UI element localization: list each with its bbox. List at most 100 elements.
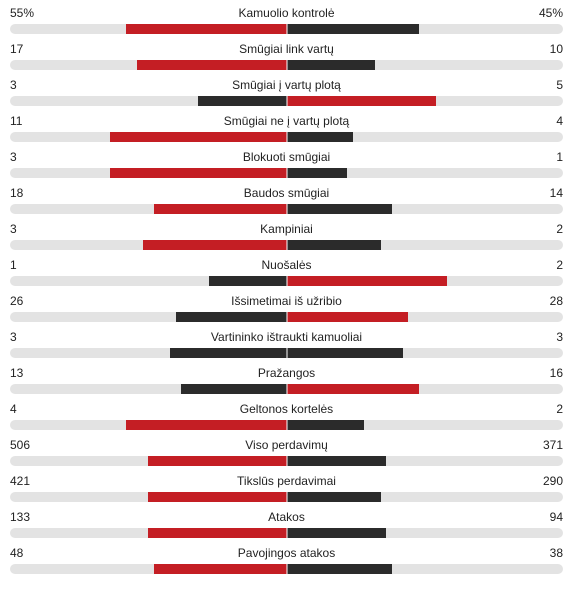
stat-bar-left xyxy=(148,492,286,502)
stat-bar-right xyxy=(287,456,387,466)
stat-bar-divider xyxy=(286,240,287,250)
stat-label: Pavojingos atakos xyxy=(10,546,563,560)
stat-bar-track xyxy=(10,240,563,250)
stat-bar-track xyxy=(10,204,563,214)
stat-label: Atakos xyxy=(10,510,563,524)
stat-row: 506Viso perdavimų371 xyxy=(10,438,563,466)
stat-bar-track xyxy=(10,96,563,106)
stat-bar-divider xyxy=(286,528,287,538)
stat-label: Smūgiai į vartų plotą xyxy=(10,78,563,92)
stat-bar-track xyxy=(10,276,563,286)
stat-bar-divider xyxy=(286,564,287,574)
stat-bar-right xyxy=(287,132,353,142)
stat-header: 1Nuošalės2 xyxy=(10,258,563,274)
stat-label: Tikslūs perdavimai xyxy=(10,474,563,488)
stat-bar-left xyxy=(198,96,286,106)
stat-header: 421Tikslūs perdavimai290 xyxy=(10,474,563,490)
stat-header: 3Kampiniai2 xyxy=(10,222,563,238)
stat-row: 1Nuošalės2 xyxy=(10,258,563,286)
stat-right-value: 3 xyxy=(556,330,563,344)
stat-label: Baudos smūgiai xyxy=(10,186,563,200)
stat-bar-track xyxy=(10,348,563,358)
stat-bar-divider xyxy=(286,276,287,286)
stat-bar-divider xyxy=(286,204,287,214)
stat-header: 506Viso perdavimų371 xyxy=(10,438,563,454)
stat-right-value: 94 xyxy=(550,510,563,524)
stat-row: 11Smūgiai ne į vartų plotą4 xyxy=(10,114,563,142)
stat-row: 26Išsimetimai iš užribio28 xyxy=(10,294,563,322)
stat-bar-divider xyxy=(286,492,287,502)
stat-header: 133Atakos94 xyxy=(10,510,563,526)
stat-bar-left xyxy=(148,528,286,538)
stat-label: Nuošalės xyxy=(10,258,563,272)
stat-label: Išsimetimai iš užribio xyxy=(10,294,563,308)
stat-bar-left xyxy=(137,60,286,70)
stat-bar-left xyxy=(110,168,287,178)
stat-bar-track xyxy=(10,528,563,538)
stat-bar-track xyxy=(10,24,563,34)
stat-header: 3Vartininko ištraukti kamuoliai3 xyxy=(10,330,563,346)
stat-label: Viso perdavimų xyxy=(10,438,563,452)
stat-bar-divider xyxy=(286,132,287,142)
stat-bar-divider xyxy=(286,312,287,322)
stat-row: 48Pavojingos atakos38 xyxy=(10,546,563,574)
stat-bar-track xyxy=(10,564,563,574)
stat-bar-right xyxy=(287,528,387,538)
stat-row: 55%Kamuolio kontrolė45% xyxy=(10,6,563,34)
stat-right-value: 290 xyxy=(543,474,563,488)
stat-bar-right xyxy=(287,312,409,322)
stat-bar-left xyxy=(143,240,287,250)
stat-label: Smūgiai link vartų xyxy=(10,42,563,56)
stat-bar-track xyxy=(10,420,563,430)
stat-label: Pražangos xyxy=(10,366,563,380)
stat-label: Kamuolio kontrolė xyxy=(10,6,563,20)
stat-label: Kampiniai xyxy=(10,222,563,236)
stat-bar-left xyxy=(126,420,286,430)
stat-bar-track xyxy=(10,312,563,322)
stat-row: 133Atakos94 xyxy=(10,510,563,538)
stat-bar-track xyxy=(10,168,563,178)
stat-bar-right xyxy=(287,24,420,34)
stat-header: 13Pražangos16 xyxy=(10,366,563,382)
stat-right-value: 1 xyxy=(556,150,563,164)
stat-bar-track xyxy=(10,384,563,394)
stat-bar-left xyxy=(126,24,286,34)
stat-header: 55%Kamuolio kontrolė45% xyxy=(10,6,563,22)
stat-header: 26Išsimetimai iš užribio28 xyxy=(10,294,563,310)
stat-bar-right xyxy=(287,168,348,178)
stat-bar-right xyxy=(287,348,403,358)
stat-row: 3Smūgiai į vartų plotą5 xyxy=(10,78,563,106)
stat-bar-left xyxy=(154,564,287,574)
stat-bar-left xyxy=(176,312,287,322)
stat-bar-right xyxy=(287,420,364,430)
stat-bar-divider xyxy=(286,456,287,466)
stat-bar-divider xyxy=(286,60,287,70)
stat-right-value: 10 xyxy=(550,42,563,56)
stat-right-value: 38 xyxy=(550,546,563,560)
stat-bar-track xyxy=(10,60,563,70)
stat-bar-track xyxy=(10,492,563,502)
stat-right-value: 2 xyxy=(556,222,563,236)
stat-bar-left xyxy=(110,132,287,142)
stat-right-value: 45% xyxy=(539,6,563,20)
stat-header: 11Smūgiai ne į vartų plotą4 xyxy=(10,114,563,130)
stat-bar-right xyxy=(287,564,392,574)
stat-row: 4Geltonos kortelės2 xyxy=(10,402,563,430)
stat-bar-right xyxy=(287,96,436,106)
stat-bar-divider xyxy=(286,384,287,394)
stat-row: 17Smūgiai link vartų10 xyxy=(10,42,563,70)
stat-header: 4Geltonos kortelės2 xyxy=(10,402,563,418)
match-stats: 55%Kamuolio kontrolė45% 17Smūgiai link va… xyxy=(10,6,563,574)
stat-bar-track xyxy=(10,132,563,142)
stat-bar-left xyxy=(209,276,286,286)
stat-header: 17Smūgiai link vartų10 xyxy=(10,42,563,58)
stat-bar-track xyxy=(10,456,563,466)
stat-label: Vartininko ištraukti kamuoliai xyxy=(10,330,563,344)
stat-right-value: 2 xyxy=(556,258,563,272)
stat-bar-left xyxy=(181,384,286,394)
stat-bar-right xyxy=(287,492,381,502)
stat-header: 3Blokuoti smūgiai1 xyxy=(10,150,563,166)
stat-bar-right xyxy=(287,204,392,214)
stat-right-value: 28 xyxy=(550,294,563,308)
stat-bar-right xyxy=(287,240,381,250)
